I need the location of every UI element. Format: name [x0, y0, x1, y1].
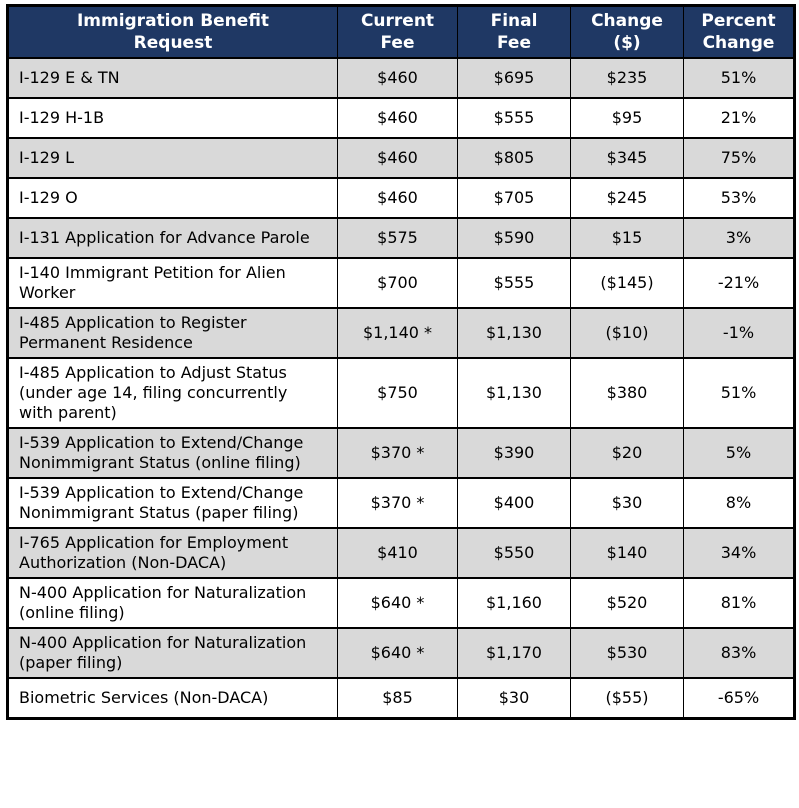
- column-header-percent-change: Percent Change: [683, 4, 795, 60]
- cell-benefit-request: I-129 O: [7, 177, 338, 220]
- cell-benefit-request: Biometric Services (Non-DACA): [7, 677, 338, 720]
- cell-benefit-request: I-765 Application for Employment Authori…: [7, 527, 338, 580]
- cell-benefit-request: N-400 Application for Naturalization (on…: [7, 577, 338, 630]
- cell-percent-change: 53%: [683, 177, 795, 220]
- cell-current-fee: $370 *: [337, 477, 458, 530]
- cell-current-fee: $575: [337, 217, 458, 260]
- table-header: Immigration Benefit Request Current Fee …: [7, 4, 795, 60]
- table-row: I-129 H-1B $460 $555 $95 21%: [7, 97, 795, 140]
- cell-final-fee: $30: [457, 677, 571, 720]
- cell-percent-change: 51%: [683, 357, 795, 430]
- cell-change-usd: $140: [570, 527, 684, 580]
- cell-benefit-request: I-129 E & TN: [7, 57, 338, 100]
- cell-current-fee: $700: [337, 257, 458, 310]
- table-row: I-485 Application to Register Permanent …: [7, 307, 795, 360]
- cell-change-usd: $95: [570, 97, 684, 140]
- cell-benefit-request: I-539 Application to Extend/Change Nonim…: [7, 477, 338, 530]
- cell-percent-change: 3%: [683, 217, 795, 260]
- cell-percent-change: 34%: [683, 527, 795, 580]
- cell-change-usd: ($10): [570, 307, 684, 360]
- cell-current-fee: $750: [337, 357, 458, 430]
- cell-current-fee: $1,140 *: [337, 307, 458, 360]
- cell-current-fee: $460: [337, 57, 458, 100]
- cell-percent-change: -21%: [683, 257, 795, 310]
- cell-change-usd: $345: [570, 137, 684, 180]
- cell-current-fee: $410: [337, 527, 458, 580]
- cell-change-usd: $380: [570, 357, 684, 430]
- cell-current-fee: $460: [337, 177, 458, 220]
- header-row: Immigration Benefit Request Current Fee …: [7, 4, 795, 60]
- cell-current-fee: $460: [337, 97, 458, 140]
- cell-current-fee: $640 *: [337, 577, 458, 630]
- cell-benefit-request: I-140 Immigrant Petition for Alien Worke…: [7, 257, 338, 310]
- table-row: I-539 Application to Extend/Change Nonim…: [7, 477, 795, 530]
- cell-benefit-request: I-539 Application to Extend/Change Nonim…: [7, 427, 338, 480]
- cell-percent-change: -1%: [683, 307, 795, 360]
- cell-final-fee: $805: [457, 137, 571, 180]
- cell-benefit-request: I-131 Application for Advance Parole: [7, 217, 338, 260]
- table-row: I-140 Immigrant Petition for Alien Worke…: [7, 257, 795, 310]
- cell-final-fee: $695: [457, 57, 571, 100]
- cell-current-fee: $460: [337, 137, 458, 180]
- cell-change-usd: $235: [570, 57, 684, 100]
- cell-benefit-request: I-485 Application to Register Permanent …: [7, 307, 338, 360]
- table-row: I-129 E & TN $460 $695 $235 51%: [7, 57, 795, 100]
- cell-percent-change: 83%: [683, 627, 795, 680]
- cell-change-usd: $20: [570, 427, 684, 480]
- cell-change-usd: $245: [570, 177, 684, 220]
- table-row: I-485 Application to Adjust Status (unde…: [7, 357, 795, 430]
- cell-percent-change: 81%: [683, 577, 795, 630]
- cell-final-fee: $1,160: [457, 577, 571, 630]
- cell-change-usd: $520: [570, 577, 684, 630]
- cell-change-usd: $30: [570, 477, 684, 530]
- cell-final-fee: $555: [457, 257, 571, 310]
- cell-benefit-request: I-485 Application to Adjust Status (unde…: [7, 357, 338, 430]
- cell-percent-change: 75%: [683, 137, 795, 180]
- table-row: I-765 Application for Employment Authori…: [7, 527, 795, 580]
- cell-final-fee: $1,130: [457, 307, 571, 360]
- table-row: Biometric Services (Non-DACA) $85 $30 ($…: [7, 677, 795, 720]
- table-row: N-400 Application for Naturalization (on…: [7, 577, 795, 630]
- column-header-change-usd: Change ($): [570, 4, 684, 60]
- table-row: I-129 O $460 $705 $245 53%: [7, 177, 795, 220]
- cell-percent-change: 5%: [683, 427, 795, 480]
- cell-percent-change: -65%: [683, 677, 795, 720]
- cell-benefit-request: I-129 L: [7, 137, 338, 180]
- cell-final-fee: $550: [457, 527, 571, 580]
- cell-change-usd: ($145): [570, 257, 684, 310]
- immigration-fee-table: Immigration Benefit Request Current Fee …: [6, 4, 796, 720]
- column-header-final-fee: Final Fee: [457, 4, 571, 60]
- table-row: I-129 L $460 $805 $345 75%: [7, 137, 795, 180]
- cell-final-fee: $400: [457, 477, 571, 530]
- cell-final-fee: $1,170: [457, 627, 571, 680]
- cell-percent-change: 51%: [683, 57, 795, 100]
- column-header-immigration-benefit-request: Immigration Benefit Request: [7, 4, 338, 60]
- cell-final-fee: $390: [457, 427, 571, 480]
- table-row: I-131 Application for Advance Parole $57…: [7, 217, 795, 260]
- table-row: N-400 Application for Naturalization (pa…: [7, 627, 795, 680]
- cell-final-fee: $555: [457, 97, 571, 140]
- cell-benefit-request: N-400 Application for Naturalization (pa…: [7, 627, 338, 680]
- cell-percent-change: 8%: [683, 477, 795, 530]
- cell-current-fee: $370 *: [337, 427, 458, 480]
- cell-benefit-request: I-129 H-1B: [7, 97, 338, 140]
- cell-final-fee: $590: [457, 217, 571, 260]
- cell-change-usd: $530: [570, 627, 684, 680]
- cell-final-fee: $705: [457, 177, 571, 220]
- cell-current-fee: $640 *: [337, 627, 458, 680]
- table-row: I-539 Application to Extend/Change Nonim…: [7, 427, 795, 480]
- page: Immigration Benefit Request Current Fee …: [6, 4, 796, 720]
- cell-percent-change: 21%: [683, 97, 795, 140]
- cell-change-usd: ($55): [570, 677, 684, 720]
- cell-final-fee: $1,130: [457, 357, 571, 430]
- cell-current-fee: $85: [337, 677, 458, 720]
- cell-change-usd: $15: [570, 217, 684, 260]
- table-body: I-129 E & TN $460 $695 $235 51% I-129 H-…: [7, 57, 795, 720]
- column-header-current-fee: Current Fee: [337, 4, 458, 60]
